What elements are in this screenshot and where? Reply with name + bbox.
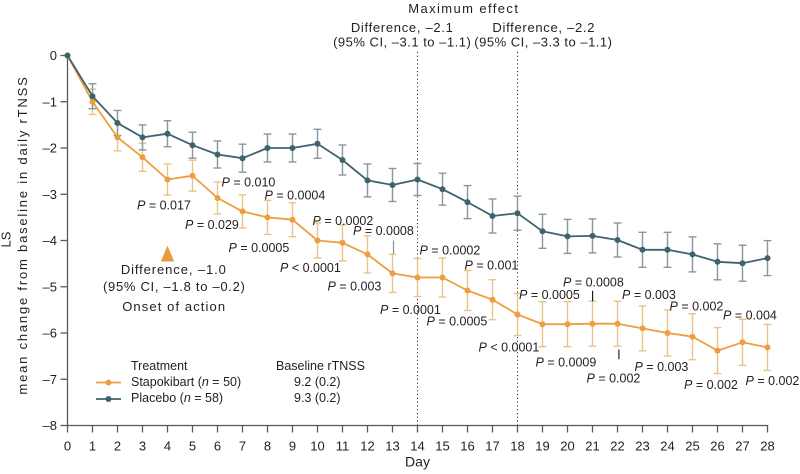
svg-text:–7: –7 (43, 372, 57, 387)
svg-text:21: 21 (585, 439, 599, 454)
svg-text:P = 0.0005: P = 0.0005 (229, 241, 290, 255)
svg-text:6: 6 (214, 439, 221, 454)
svg-text:0: 0 (64, 439, 71, 454)
svg-text:23: 23 (635, 439, 649, 454)
svg-text:7: 7 (239, 439, 246, 454)
svg-text:P = 0.002: P = 0.002 (746, 374, 800, 388)
svg-text:P = 0.002: P = 0.002 (670, 300, 724, 314)
svg-text:12: 12 (360, 439, 374, 454)
svg-text:16: 16 (460, 439, 474, 454)
svg-text:27: 27 (735, 439, 749, 454)
svg-text:1: 1 (89, 439, 96, 454)
svg-text:9: 9 (289, 439, 296, 454)
svg-text:P = 0.004: P = 0.004 (723, 309, 777, 323)
svg-text:P = 0.003: P = 0.003 (328, 280, 382, 294)
svg-text:18: 18 (510, 439, 524, 454)
svg-text:Difference, –2.1: Difference, –2.1 (351, 20, 454, 35)
svg-text:11: 11 (336, 439, 350, 454)
svg-text:P = 0.0002: P = 0.0002 (313, 214, 374, 228)
svg-text:10: 10 (310, 439, 324, 454)
svg-text:(95% CI, –3.1 to –1.1): (95% CI, –3.1 to –1.1) (333, 35, 471, 50)
svg-text:P = 0.001: P = 0.001 (465, 259, 519, 273)
svg-text:–6: –6 (43, 326, 57, 341)
svg-text:Difference, –1.0: Difference, –1.0 (121, 262, 227, 277)
svg-text:Difference, –2.2: Difference, –2.2 (492, 20, 595, 35)
svg-text:Stapokibart (n = 50): Stapokibart (n = 50) (131, 375, 241, 389)
svg-text:P = 0.0009: P = 0.0009 (536, 356, 597, 370)
svg-text:P = 0.002: P = 0.002 (684, 378, 738, 392)
svg-text:P = 0.0002: P = 0.0002 (420, 244, 481, 258)
svg-text:(95% CI, –3.3 to –1.1): (95% CI, –3.3 to –1.1) (474, 35, 612, 50)
svg-text:mean change from baseline in d: mean change from baseline in daily rTNSS (15, 75, 30, 394)
svg-text:14: 14 (410, 439, 424, 454)
svg-text:P < 0.0001: P < 0.0001 (280, 261, 341, 275)
svg-text:P = 0.003: P = 0.003 (635, 360, 689, 374)
svg-text:9.3 (0.2): 9.3 (0.2) (294, 391, 341, 405)
svg-text:P = 0.002: P = 0.002 (587, 372, 641, 386)
svg-text:26: 26 (710, 439, 724, 454)
svg-text:–4: –4 (43, 233, 57, 248)
svg-text:4: 4 (164, 439, 171, 454)
svg-text:P = 0.0005: P = 0.0005 (519, 288, 580, 302)
svg-text:17: 17 (485, 439, 499, 454)
svg-text:P = 0.0001: P = 0.0001 (380, 303, 441, 317)
svg-text:Placebo (n = 58): Placebo (n = 58) (131, 391, 223, 405)
svg-text:28: 28 (760, 439, 774, 454)
svg-text:2: 2 (114, 439, 121, 454)
svg-text:8: 8 (264, 439, 271, 454)
svg-text:Baseline rTNSS: Baseline rTNSS (276, 359, 365, 373)
svg-text:Treatment: Treatment (131, 359, 188, 373)
svg-text:P = 0.0008: P = 0.0008 (563, 276, 624, 290)
svg-text:–3: –3 (43, 187, 57, 202)
svg-text:13: 13 (385, 439, 399, 454)
svg-text:–8: –8 (43, 418, 57, 433)
svg-text:P = 0.010: P = 0.010 (222, 176, 276, 190)
svg-text:24: 24 (660, 439, 674, 454)
svg-text:P = 0.029: P = 0.029 (185, 218, 239, 232)
svg-text:Day: Day (405, 454, 430, 470)
svg-text:Maximum effect: Maximum effect (408, 1, 519, 16)
svg-text:9.2 (0.2): 9.2 (0.2) (294, 375, 341, 389)
svg-text:25: 25 (685, 439, 699, 454)
svg-text:15: 15 (435, 439, 449, 454)
svg-text:22: 22 (610, 439, 624, 454)
svg-text:P = 0.003: P = 0.003 (622, 288, 676, 302)
svg-text:–2: –2 (43, 141, 57, 156)
svg-text:(95% CI, –1.8 to –0.2): (95% CI, –1.8 to –0.2) (103, 279, 246, 294)
svg-text:LS: LS (0, 231, 14, 247)
svg-text:–5: –5 (43, 279, 57, 294)
svg-text:Onset of action: Onset of action (122, 299, 226, 314)
svg-text:3: 3 (139, 439, 146, 454)
svg-text:5: 5 (189, 439, 196, 454)
svg-text:0: 0 (50, 48, 57, 63)
svg-text:P = 0.0008: P = 0.0008 (353, 224, 414, 238)
svg-text:20: 20 (560, 439, 574, 454)
svg-text:P = 0.0004: P = 0.0004 (265, 189, 326, 203)
svg-text:19: 19 (535, 439, 549, 454)
svg-text:P < 0.0001: P < 0.0001 (479, 341, 540, 355)
svg-text:P = 0.017: P = 0.017 (137, 199, 191, 213)
svg-text:P = 0.0005: P = 0.0005 (427, 315, 488, 329)
svg-text:–1: –1 (43, 94, 57, 109)
